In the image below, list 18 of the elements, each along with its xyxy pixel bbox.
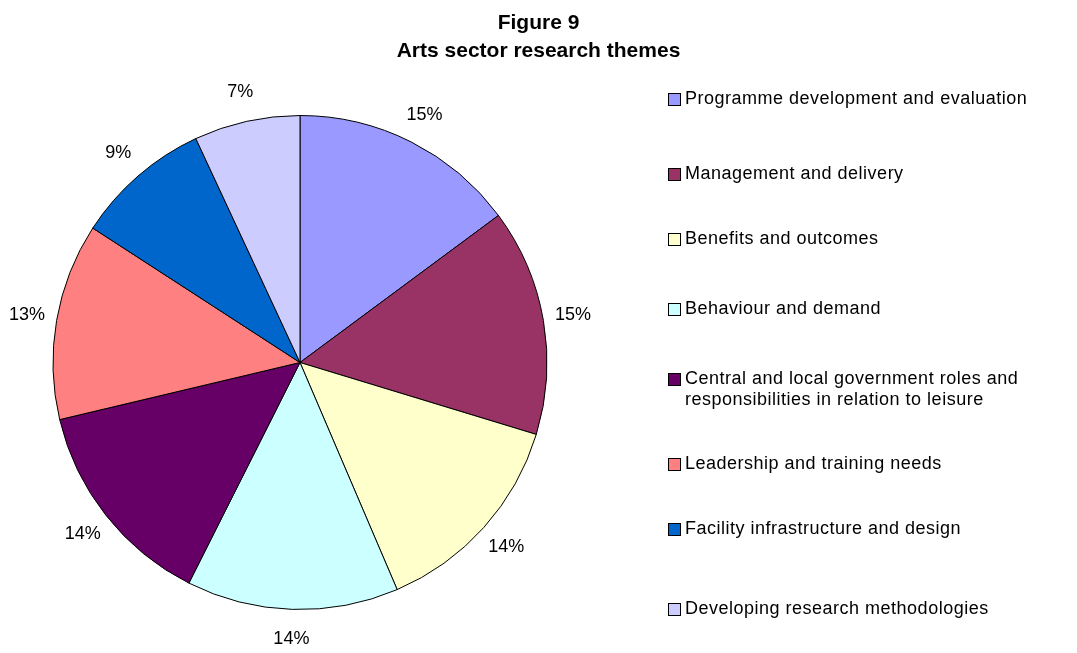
- chart-subtitle: Arts sector research themes: [395, 37, 682, 63]
- chart-title: Figure 9: [496, 9, 581, 35]
- data-label: 15%: [554, 304, 591, 325]
- legend-label: Facility infrastructure and design: [685, 518, 962, 539]
- data-label: 9%: [105, 142, 132, 163]
- legend-label: Central and local government roles and responsibilities in relation to leisure: [685, 368, 1020, 410]
- legend-label: Developing research methodologies: [685, 598, 989, 619]
- data-label: 14%: [64, 523, 101, 544]
- data-label: 14%: [488, 536, 525, 557]
- data-label: 13%: [9, 304, 46, 325]
- legend-label: Management and delivery: [685, 163, 904, 184]
- data-label: 14%: [273, 628, 310, 649]
- data-label: 15%: [406, 104, 443, 125]
- data-label: 7%: [227, 81, 254, 102]
- legend-label: Leadership and training needs: [685, 453, 942, 474]
- legend-label: Benefits and outcomes: [685, 228, 879, 249]
- legend-label: Behaviour and demand: [685, 298, 882, 319]
- legend-label: Programme development and evaluation: [685, 88, 1028, 109]
